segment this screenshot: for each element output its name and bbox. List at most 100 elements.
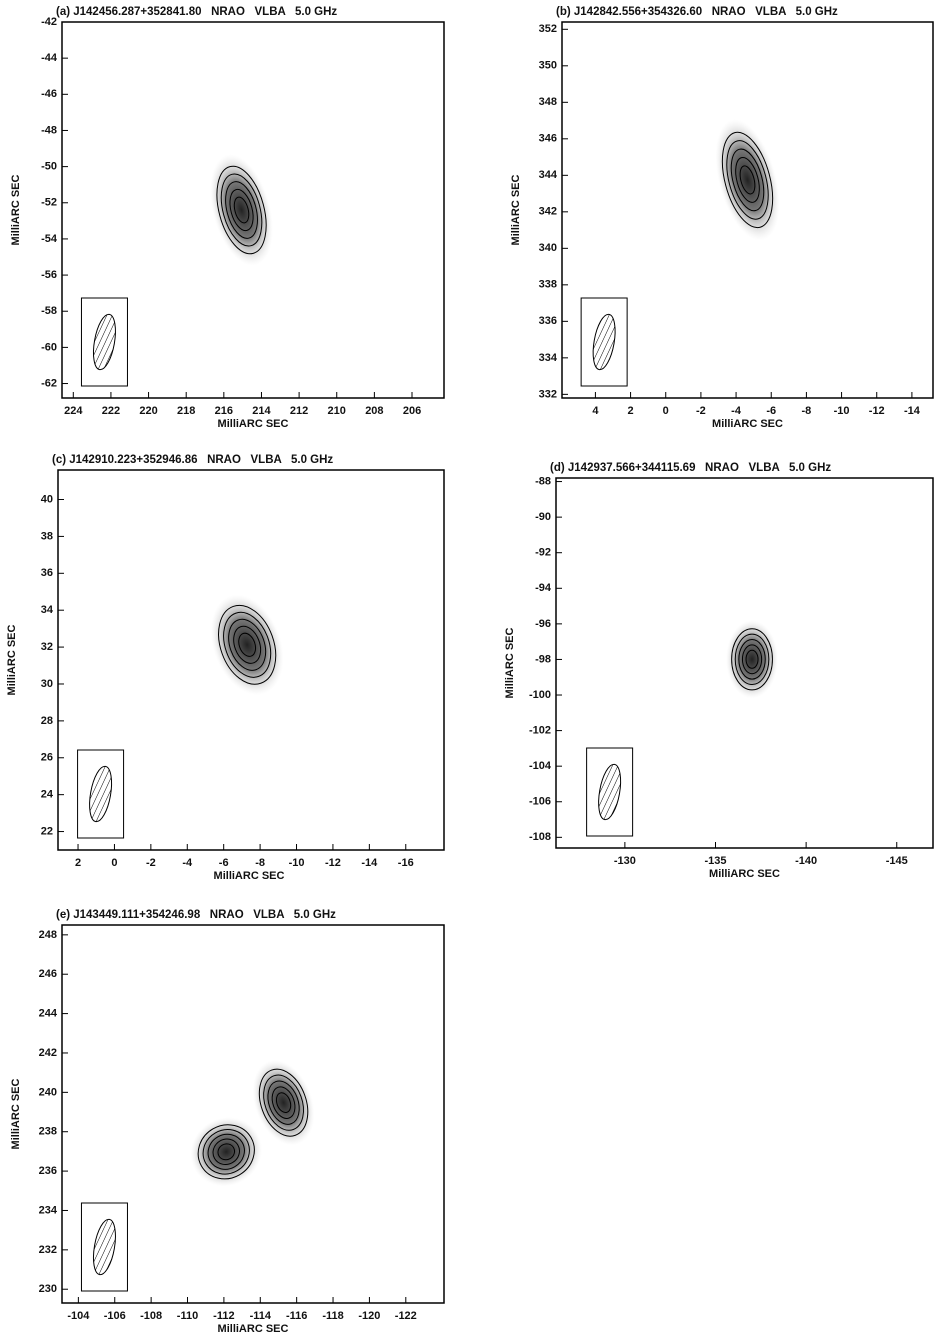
panel: 2 0 -2 -4 -6 -8 -10 -12 -14 -16 22 24 26 28 30 32 34 36 38… — [6, 454, 445, 882]
x-tick-label: 208 — [365, 405, 383, 417]
contour — [233, 625, 262, 664]
y-tick-label: 24 — [41, 789, 54, 801]
contour — [223, 611, 272, 678]
source-emission — [726, 620, 779, 699]
y-tick-label: -98 — [535, 653, 551, 665]
source-emission — [210, 594, 284, 696]
contour — [271, 1086, 296, 1119]
panel-title: (d) J142937.566+344115.69 NRAO VLBA 5.0 … — [550, 462, 831, 474]
y-tick-label: -56 — [41, 269, 57, 281]
y-tick-label: -54 — [41, 233, 58, 245]
y-tick-label: -46 — [41, 88, 57, 100]
x-tick-label: -106 — [104, 1310, 126, 1322]
y-tick-label: -100 — [529, 689, 551, 701]
x-tick-label: 4 — [592, 405, 599, 417]
x-tick-label: -122 — [395, 1310, 417, 1322]
x-tick-label: -10 — [834, 405, 850, 417]
y-tick-label: 38 — [41, 530, 53, 542]
contour — [275, 1092, 292, 1114]
y-tick-label: 32 — [41, 641, 53, 653]
y-tick-label: -88 — [535, 475, 551, 487]
y-tick-label: -92 — [535, 547, 551, 559]
y-tick-label: -106 — [529, 796, 551, 808]
y-tick-label: 238 — [39, 1126, 57, 1138]
x-tick-label: -10 — [289, 857, 305, 869]
contour — [263, 1074, 304, 1131]
contour — [217, 1143, 236, 1161]
panel-title: (c) J142910.223+352946.86 NRAO VLBA 5.0 … — [52, 454, 333, 466]
contour — [212, 1138, 240, 1166]
y-tick-label: -94 — [535, 582, 552, 594]
map — [580, 119, 780, 387]
y-tick-label: -96 — [535, 618, 551, 630]
contour — [267, 1080, 300, 1125]
contour — [258, 1068, 309, 1137]
x-tick-label: 224 — [64, 405, 83, 417]
y-tick-label: 346 — [539, 133, 557, 145]
contour — [734, 633, 770, 685]
contour — [735, 156, 760, 203]
beam — [92, 313, 116, 371]
y-tick-label: 26 — [41, 752, 53, 764]
x-axis-label: MilliARC SEC — [214, 870, 285, 882]
x-tick-label: -110 — [177, 1310, 198, 1322]
contour — [220, 173, 263, 247]
x-tick-label: 220 — [139, 405, 157, 417]
x-tick-label: 222 — [102, 405, 120, 417]
plot-frame — [57, 469, 445, 851]
x-tick-label: -8 — [802, 405, 812, 417]
map — [80, 1059, 315, 1292]
plot-frame — [61, 21, 445, 399]
y-axis-label: MilliARC SEC — [510, 175, 522, 246]
x-tick-label: -2 — [696, 405, 706, 417]
x-tick-label: 218 — [177, 405, 195, 417]
y-tick-label: -104 — [529, 760, 552, 772]
y-tick-label: -108 — [529, 831, 551, 843]
x-tick-label: -120 — [358, 1310, 380, 1322]
y-tick-label: 342 — [539, 206, 557, 218]
contour — [197, 1124, 255, 1180]
y-tick-label: -52 — [41, 197, 57, 209]
source-emission — [210, 154, 273, 266]
y-axis-label: MilliARC SEC — [10, 175, 22, 246]
x-tick-label: -130 — [614, 855, 636, 867]
x-tick-label: -114 — [250, 1310, 272, 1322]
contour — [730, 148, 765, 212]
y-tick-label: -60 — [41, 341, 57, 353]
x-tick-label: 206 — [403, 405, 421, 417]
x-axis-label: MilliARC SEC — [709, 868, 780, 880]
plot-frame — [61, 924, 445, 1304]
x-tick-label: -118 — [322, 1310, 343, 1322]
x-tick-label: -104 — [67, 1310, 90, 1322]
y-tick-label: -102 — [529, 725, 551, 737]
y-tick-label: 36 — [41, 567, 53, 579]
x-axis-label: MilliARC SEC — [218, 1323, 289, 1335]
contour — [207, 1133, 245, 1170]
x-tick-label: -2 — [146, 857, 156, 869]
y-tick-label: 22 — [41, 825, 53, 837]
contour — [238, 632, 257, 657]
x-tick-label: -14 — [904, 405, 921, 417]
contour — [745, 649, 759, 669]
y-tick-label: 34 — [41, 604, 54, 616]
x-tick-label: 212 — [290, 405, 308, 417]
contour — [216, 165, 267, 255]
x-tick-label: -4 — [182, 857, 193, 869]
y-tick-label: 234 — [39, 1204, 58, 1216]
beam — [592, 313, 616, 371]
panel-title: (a) J142456.287+352841.80 NRAO VLBA 5.0 … — [56, 6, 337, 18]
contour — [741, 644, 763, 675]
y-axis-label: MilliARC SEC — [504, 628, 516, 699]
x-tick-label: -116 — [286, 1310, 307, 1322]
x-tick-label: -6 — [766, 405, 776, 417]
panel: 224 222 220 218 216 214 212 210 208 206 -62 -60 -58 -… — [10, 6, 445, 430]
y-tick-label: 348 — [539, 96, 557, 108]
y-tick-label: 244 — [39, 1008, 58, 1020]
contour — [731, 628, 773, 691]
y-tick-label: 334 — [539, 352, 558, 364]
x-tick-label: -140 — [795, 855, 817, 867]
x-tick-label: -135 — [704, 855, 726, 867]
y-tick-label: 338 — [539, 279, 557, 291]
y-tick-label: -42 — [41, 16, 57, 28]
